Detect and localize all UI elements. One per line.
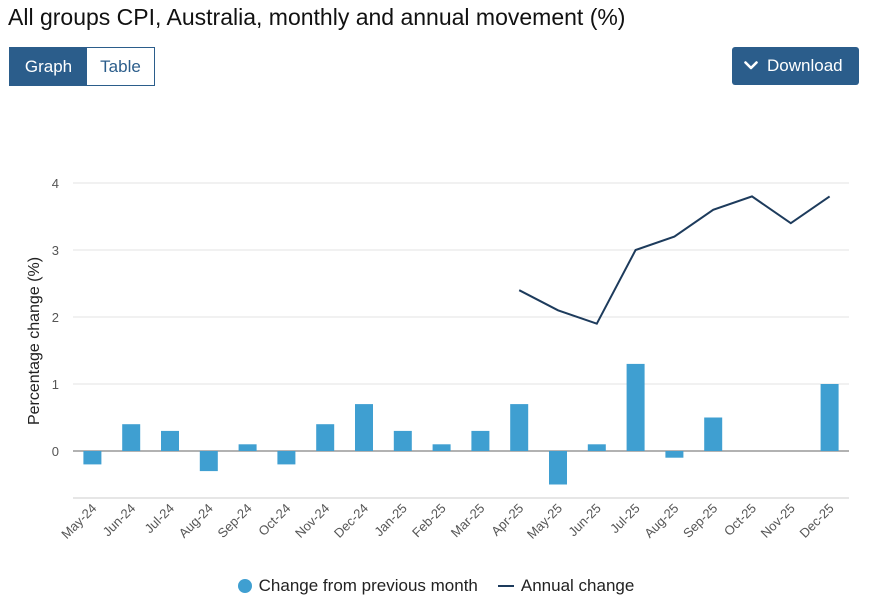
annual-point-Sep-25[interactable] <box>707 204 719 216</box>
x-tick-label: May-24 <box>58 501 99 542</box>
bar-Feb-25[interactable] <box>432 444 451 451</box>
chart-title: All groups CPI, Australia, monthly and a… <box>8 4 626 30</box>
bar-Jan-25[interactable] <box>393 430 412 451</box>
annual-line <box>513 190 836 330</box>
bar-Jul-25[interactable] <box>626 363 645 451</box>
view-tabs: Graph Table <box>9 47 155 86</box>
x-tick-label: Nov-25 <box>758 501 798 541</box>
bar-Jun-24[interactable] <box>122 424 141 451</box>
annual-point-Aug-25[interactable] <box>668 231 680 243</box>
bar-Jul-24[interactable] <box>161 430 179 451</box>
x-tick-label: Oct-24 <box>255 501 293 539</box>
x-tick-label: Sep-24 <box>214 501 254 541</box>
bar-Mar-25[interactable] <box>471 430 490 451</box>
bar-Aug-25[interactable] <box>665 451 684 458</box>
legend-label-annual: Annual change <box>520 576 635 595</box>
x-tick-label: Jun-24 <box>100 501 139 540</box>
legend-swatch-bar <box>237 579 252 593</box>
annual-point-Dec-25[interactable] <box>824 190 836 202</box>
tab-graph[interactable]: Graph <box>10 48 87 85</box>
annual-point-Apr-25[interactable] <box>513 284 525 296</box>
annual-point-Jul-25[interactable] <box>630 244 642 256</box>
download-label: Download <box>767 56 843 75</box>
x-tick-label: Apr-25 <box>488 501 526 539</box>
y-tick-label: 1 <box>52 377 59 392</box>
tab-table[interactable]: Table <box>87 48 154 85</box>
x-tick-label: Jul-24 <box>141 501 177 537</box>
bar-Oct-24[interactable] <box>277 451 296 465</box>
bar-Sep-24[interactable] <box>238 444 257 451</box>
annual-point-Oct-25[interactable] <box>746 190 758 202</box>
x-tick-label: Aug-25 <box>641 501 681 541</box>
annual-point-Jun-25[interactable] <box>591 318 603 330</box>
bar-Nov-24[interactable] <box>316 424 335 451</box>
y-axis-ticks: 0 1 2 3 4 <box>52 176 59 459</box>
x-tick-label: Sep-25 <box>680 501 720 541</box>
x-tick-label: Dec-24 <box>331 501 371 541</box>
bar-Aug-24[interactable] <box>199 451 218 472</box>
bar-Apr-25[interactable] <box>510 404 529 451</box>
x-tick-label: Dec-25 <box>796 501 836 541</box>
y-tick-label: 2 <box>52 310 59 325</box>
x-tick-label: Jan-25 <box>371 501 410 540</box>
y-axis-label: Percentage change (%) <box>26 257 43 425</box>
y-tick-label: 4 <box>52 176 59 191</box>
x-tick-label: May-25 <box>524 501 565 542</box>
legend: Change from previous month Annual change <box>0 576 872 596</box>
legend-item-monthly[interactable]: Change from previous month <box>237 576 478 596</box>
legend-label-monthly: Change from previous month <box>258 576 478 595</box>
annual-point-May-25[interactable] <box>552 304 564 316</box>
x-tick-label: Feb-25 <box>409 501 449 541</box>
annual-point-Nov-25[interactable] <box>785 217 797 229</box>
x-tick-label: Mar-25 <box>448 501 488 541</box>
legend-swatch-line <box>497 585 514 587</box>
bar-Dec-25[interactable] <box>820 384 839 451</box>
bar-Jun-25[interactable] <box>587 444 606 451</box>
annual-change-line <box>518 195 831 325</box>
download-button[interactable]: Download <box>732 47 859 85</box>
x-tick-label: Jul-25 <box>607 501 643 537</box>
gridlines <box>73 182 849 499</box>
x-tick-label: Aug-24 <box>176 501 216 541</box>
bar-Sep-25[interactable] <box>704 417 723 452</box>
y-tick-label: 3 <box>52 243 59 258</box>
monthly-bars <box>83 363 839 485</box>
y-tick-label: 0 <box>52 444 59 459</box>
x-tick-label: Nov-24 <box>292 501 332 541</box>
bar-May-24[interactable] <box>83 451 102 465</box>
chevron-down-icon <box>744 61 758 70</box>
bar-Dec-24[interactable] <box>355 404 373 451</box>
x-tick-label: Oct-25 <box>721 501 759 539</box>
bar-May-25[interactable] <box>549 451 567 485</box>
x-tick-label: Jun-25 <box>565 501 604 540</box>
legend-item-annual[interactable]: Annual change <box>497 576 635 596</box>
